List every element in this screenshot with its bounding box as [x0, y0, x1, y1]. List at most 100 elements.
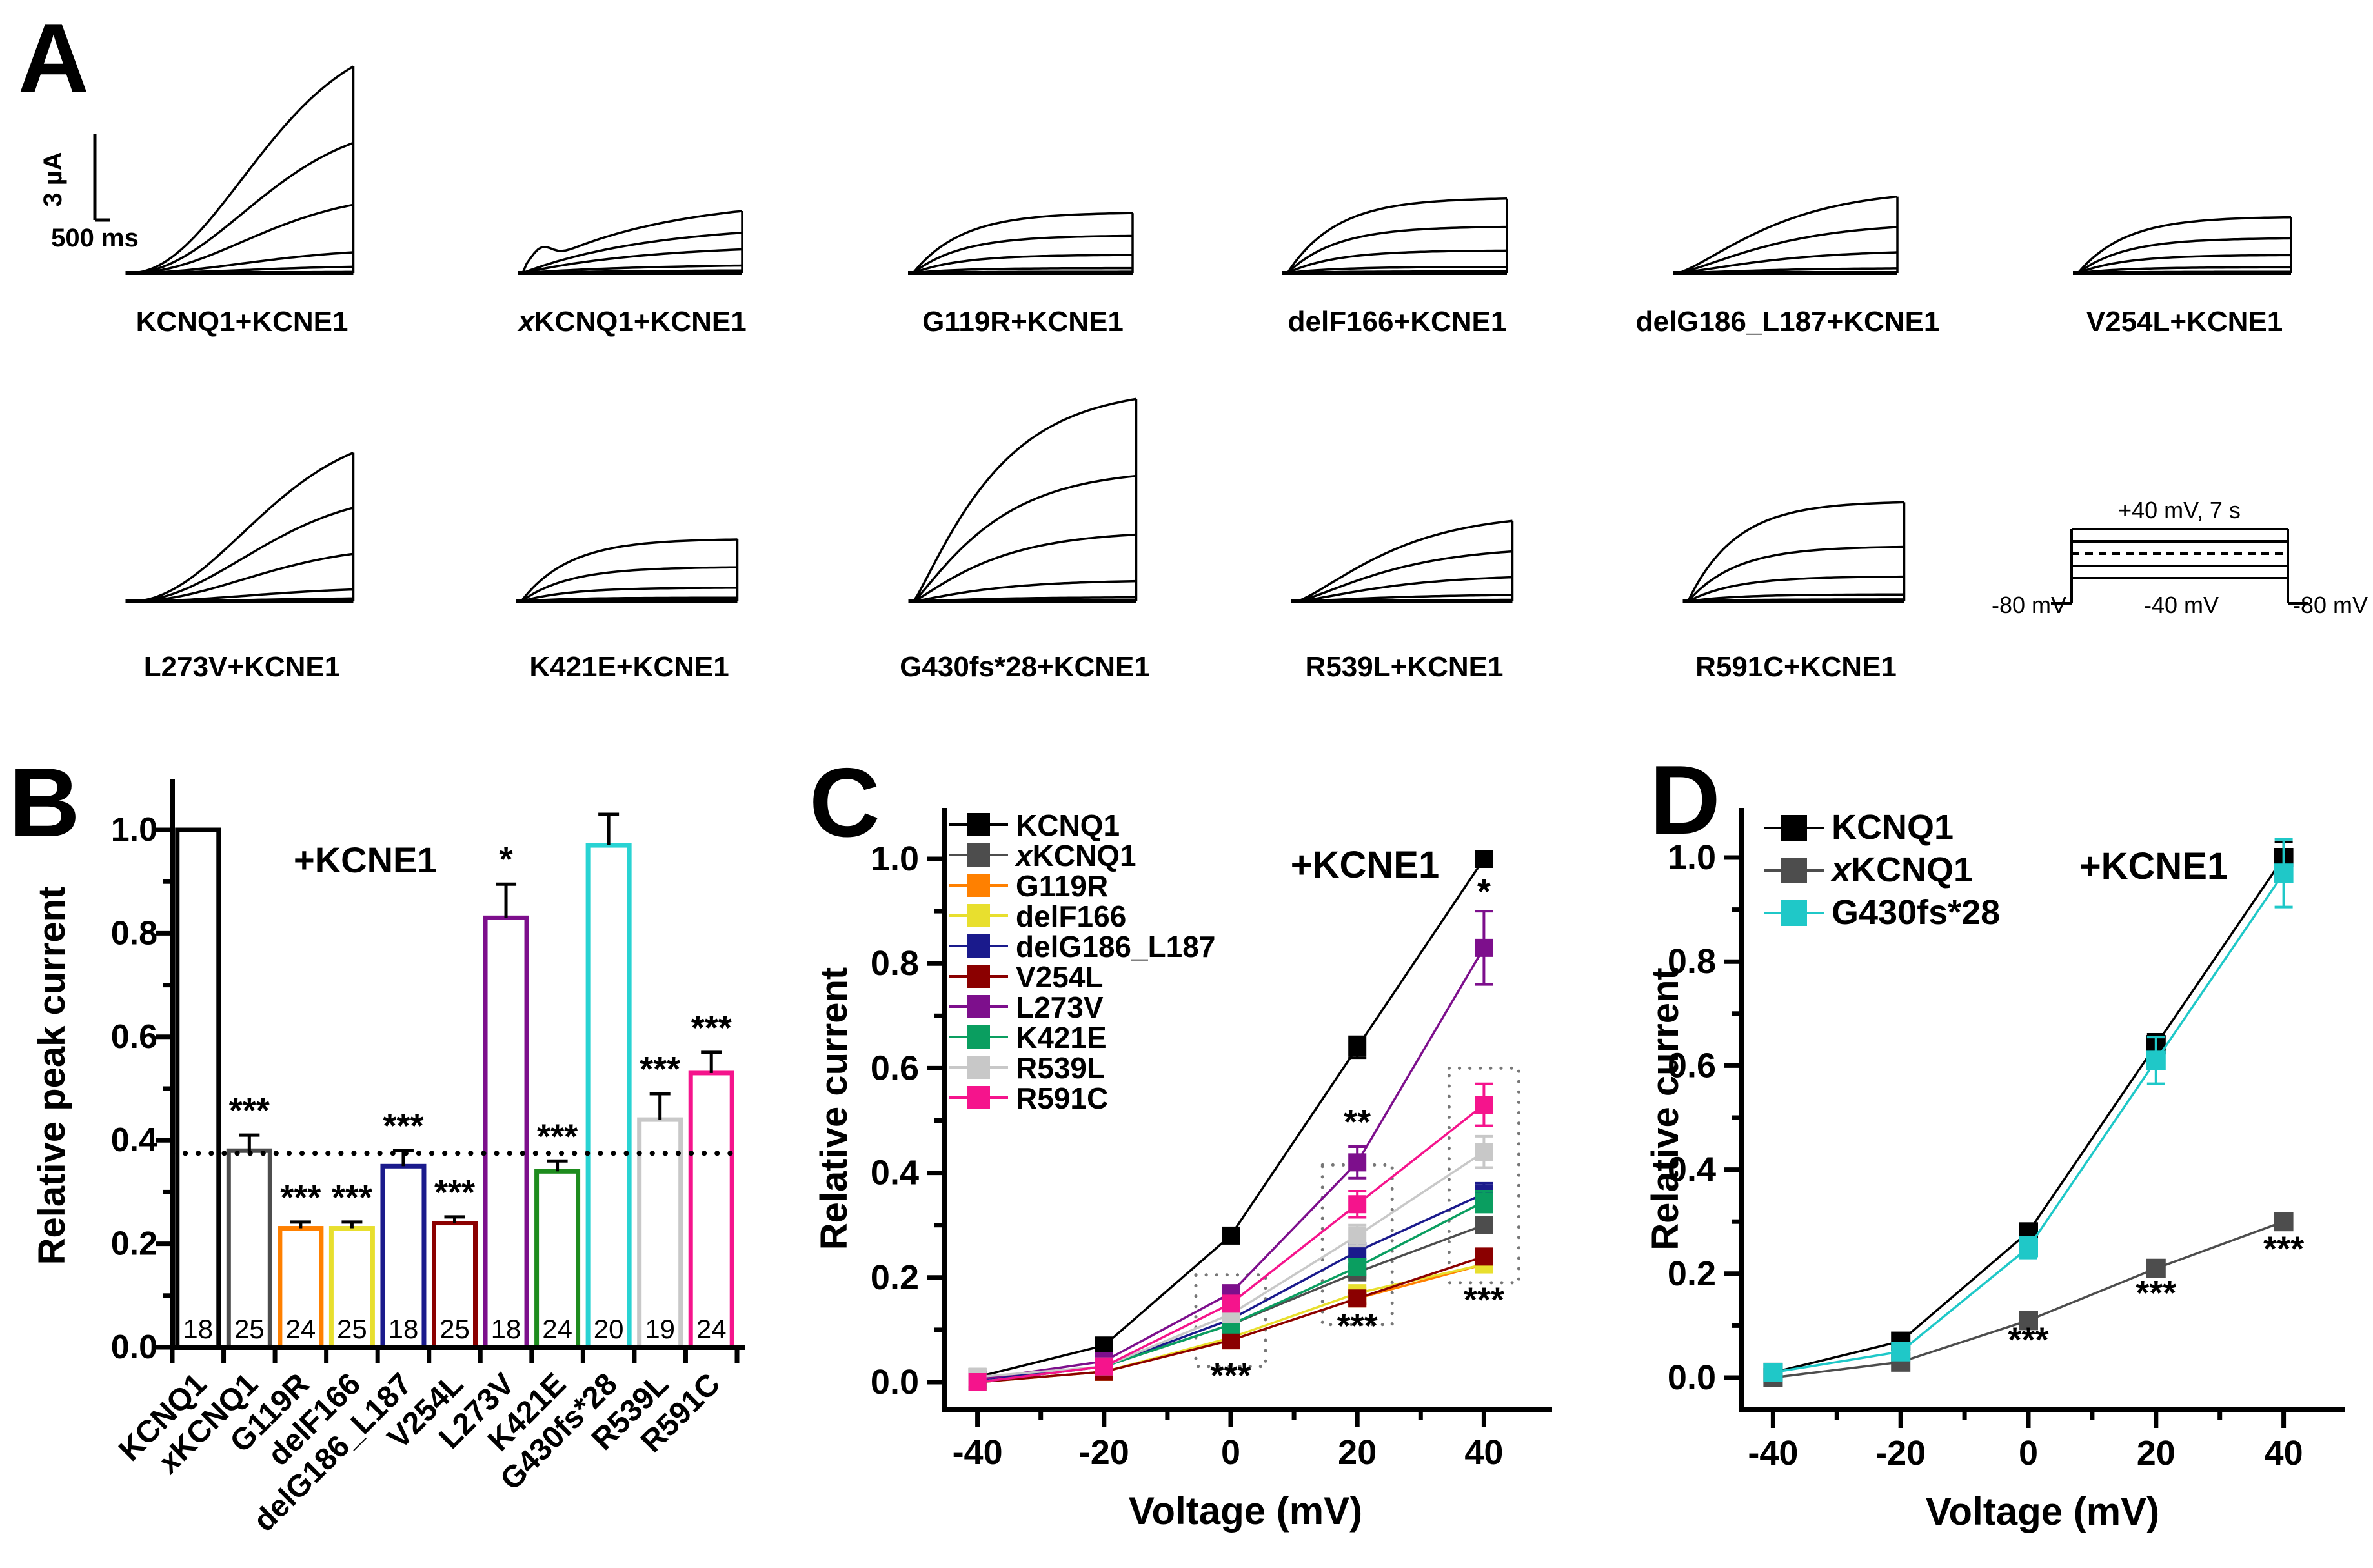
y-tick-label: 0.2: [1668, 1254, 1716, 1293]
legend-item-g430fs-28: G430fs*28: [1764, 893, 2000, 932]
voltage-protocol: +40 mV, 7 s -80 mV -40 mV -80 mV: [1992, 497, 2368, 618]
b-y-tick-label: 1.0: [111, 811, 157, 849]
legend-swatch-delg186-l187: [967, 934, 990, 958]
scale-bar-time-label: 500 ms: [51, 224, 139, 252]
scale-bar-current-label: 3 µA: [39, 152, 67, 206]
trace-sweep: [1286, 225, 1507, 274]
b-sig-r591c: ***: [691, 1009, 732, 1047]
trace-sweep: [521, 596, 738, 603]
legend-label-delf166: delF166: [1016, 900, 1126, 933]
trace-sweep: [1296, 550, 1513, 603]
trace-sweep: [1296, 594, 1513, 603]
trace-sweep: [913, 397, 1136, 602]
panel-d-letter: D: [1650, 745, 1721, 855]
panel-b-bar-chart: 0.00.20.40.60.81.018KCNQ1***25xKCNQ1***2…: [31, 779, 745, 1538]
marker-kcnq1-0mv: [1222, 1226, 1240, 1245]
trace-label-delg186-l187-kcne1: delG186_L187+KCNE1: [1636, 306, 1940, 337]
marker-v254l-40mv: [1475, 1247, 1493, 1266]
bar-k421e: [534, 1169, 581, 1350]
trace-label-delf166-kcne1: delF166+KCNE1: [1288, 306, 1507, 337]
trace-label-l273v-kcne1: L273V+KCNE1: [144, 651, 340, 683]
b-y-tick-label: 0.0: [111, 1329, 157, 1366]
trace-sweep: [521, 210, 743, 274]
legend-item-l273v: L273V: [949, 990, 1104, 1024]
legend-swatch-v254l: [967, 965, 990, 988]
trace-label-xkcnq1-kcne1: xKCNQ1+KCNE1: [517, 306, 746, 337]
b-y-tick-label: 0.4: [111, 1121, 157, 1159]
b-sig-delg186-l187: ***: [383, 1107, 423, 1145]
d-annotation-kcne1: +KCNE1: [2079, 845, 2228, 887]
b-n-g119r: 24: [286, 1314, 316, 1344]
bar-l273v: [483, 915, 529, 1350]
c-annotation-kcne1: +KCNE1: [1291, 844, 1439, 886]
marker-xkcnq1-0mv: [2019, 1311, 2038, 1331]
b-sig-delf166: ***: [332, 1178, 372, 1217]
legend-swatch-xkcnq1: [967, 843, 990, 867]
legend-label-xkcnq1: xKCNQ1: [1014, 839, 1136, 872]
b-sig-v254l: ***: [434, 1173, 475, 1212]
trace-sweep: [523, 271, 742, 274]
trace-sweep: [1687, 575, 1904, 603]
legend-item-delg186-l187: delG186_L187: [949, 930, 1215, 963]
trace-sweep: [130, 507, 354, 603]
y-tick-label: 0.4: [871, 1154, 919, 1192]
trace-sweep: [2077, 216, 2292, 274]
legend-label-r591c: R591C: [1016, 1081, 1108, 1115]
trace-sweep: [1688, 593, 1904, 603]
trace-family-delf166-kcne1: delF166+KCNE1: [1282, 197, 1508, 337]
y-tick-label: 0.8: [1668, 942, 1716, 981]
trace-sweep: [522, 231, 743, 274]
sig-label-40mv: ***: [1464, 1281, 1504, 1320]
trace-sweep: [1286, 197, 1508, 274]
panel-b-letter: B: [9, 748, 80, 858]
b-sig-g119r: ***: [280, 1178, 321, 1217]
marker-k421e-40mv: [1475, 1192, 1493, 1211]
y-tick-label: 1.0: [871, 839, 919, 878]
y-tick-label: 0.4: [1668, 1151, 1716, 1189]
trace-family-xkcnq1-kcne1: xKCNQ1+KCNE1: [517, 210, 747, 337]
trace-sweep: [130, 270, 354, 274]
trace-sweep: [522, 248, 743, 274]
x-tick-label: -20: [1079, 1433, 1129, 1472]
scale-bar: 3 µA 500 ms: [39, 134, 139, 252]
marker-xkcnq1-40mv: [2274, 1212, 2294, 1232]
b-n-r591c: 24: [696, 1314, 727, 1344]
b-n-delf166: 25: [337, 1314, 367, 1344]
b-sig-xkcnq1: ***: [229, 1091, 270, 1130]
protocol-top-label: +40 mV, 7 s: [2118, 497, 2241, 523]
x-tick-label: -40: [953, 1433, 1003, 1472]
x-tick-label: 0: [1221, 1433, 1240, 1472]
protocol-mid-label: -40 mV: [2144, 592, 2219, 618]
trace-sweep: [520, 566, 738, 603]
legend-item-kcnq1: KCNQ1: [1764, 808, 1954, 847]
trace-family-g430fs-28-kcne1: G430fs*28+KCNE1: [900, 397, 1150, 683]
x-tick-label: 20: [2137, 1434, 2176, 1473]
trace-sweep: [1296, 576, 1513, 603]
b-n-v254l: 25: [439, 1314, 470, 1344]
x-tick-label: 40: [2265, 1434, 2303, 1473]
sig-label-20mv: ***: [2136, 1274, 2176, 1312]
trace-sweep: [1677, 251, 1898, 274]
b-sig-k421e: ***: [537, 1117, 578, 1156]
marker-r591c--40mv: [968, 1373, 987, 1391]
trace-family-k421e-kcne1: K421E+KCNE1: [516, 538, 739, 683]
legend-swatch-kcnq1: [967, 813, 990, 836]
marker-r591c-0mv: [1222, 1294, 1240, 1313]
trace-sweep: [913, 599, 1136, 603]
b-n-kcnq1: 18: [183, 1314, 213, 1344]
series-r591c: [968, 1082, 1493, 1391]
y-tick-label: 0.6: [871, 1049, 919, 1087]
trace-family-r591c-kcne1: R591C+KCNE1: [1682, 501, 1906, 683]
protocol-left-label: -80 mV: [1992, 592, 2066, 618]
marker-l273v-40mv: [1475, 938, 1493, 957]
legend-item-g119r: G119R: [949, 869, 1108, 903]
sig-label-40mv: *: [1477, 872, 1491, 911]
y-tick-label: 0.0: [1668, 1358, 1716, 1397]
d-x-axis-title: Voltage (mV): [1926, 1490, 2159, 1533]
marker-v254l-20mv: [1348, 1289, 1367, 1308]
b-n-k421e: 24: [542, 1314, 572, 1344]
sig-label-0mv: ***: [2008, 1321, 2048, 1360]
trace-label-v254l-kcne1: V254L+KCNE1: [2086, 306, 2283, 337]
y-tick-label: 1.0: [1668, 838, 1716, 877]
